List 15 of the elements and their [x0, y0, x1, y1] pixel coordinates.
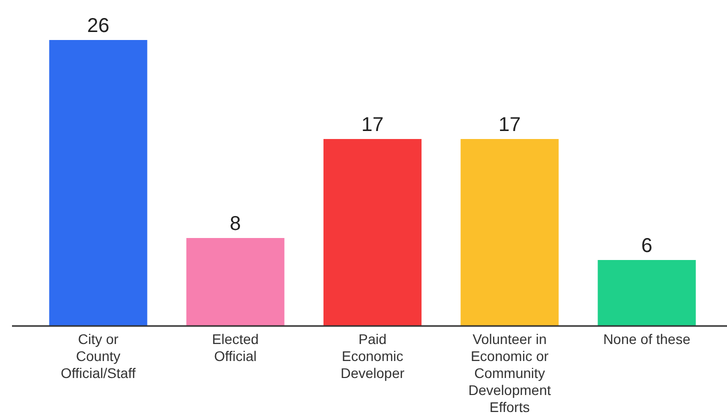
data-label: 6 — [641, 235, 652, 257]
bar — [186, 238, 284, 326]
bar — [49, 40, 148, 326]
data-label: 8 — [230, 213, 241, 235]
x-tick-label: None of these — [603, 331, 691, 347]
data-label: 17 — [361, 114, 384, 136]
bar — [598, 260, 696, 326]
bar — [460, 139, 559, 326]
x-tick-label: City or County Official/Staff — [60, 331, 136, 381]
x-tick-label: Elected Official — [212, 331, 259, 364]
data-label: 26 — [87, 15, 110, 37]
data-label: 17 — [498, 114, 521, 136]
x-tick-label: Volunteer in Economic or Community Development Efforts — [468, 331, 551, 415]
x-tick-label: Paid Economic Developer — [340, 331, 405, 381]
bar — [323, 139, 422, 326]
